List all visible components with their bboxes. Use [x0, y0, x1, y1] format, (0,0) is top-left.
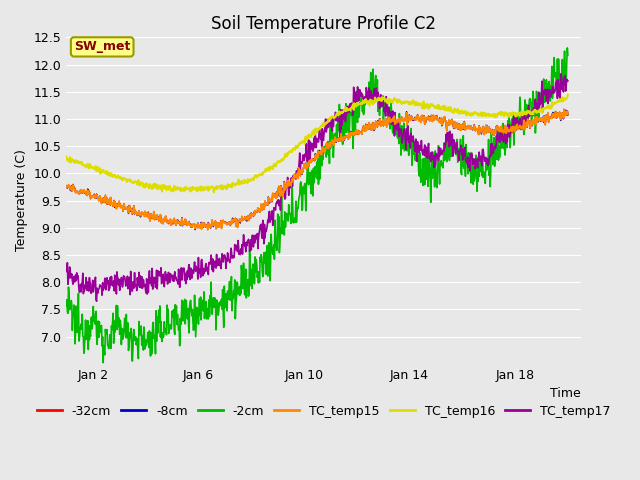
Y-axis label: Temperature (C): Temperature (C) — [15, 150, 28, 252]
X-axis label: Time: Time — [550, 387, 581, 400]
Title: Soil Temperature Profile C2: Soil Temperature Profile C2 — [211, 15, 436, 33]
Legend: -32cm, -8cm, -2cm, TC_temp15, TC_temp16, TC_temp17: -32cm, -8cm, -2cm, TC_temp15, TC_temp16,… — [32, 400, 616, 423]
Text: SW_met: SW_met — [74, 40, 131, 53]
